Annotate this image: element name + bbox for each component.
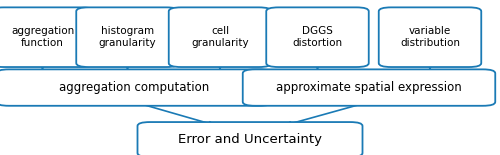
FancyBboxPatch shape [0, 69, 272, 106]
FancyBboxPatch shape [138, 122, 362, 155]
FancyBboxPatch shape [242, 69, 495, 106]
Text: Error and Uncertainty: Error and Uncertainty [178, 133, 322, 146]
Text: approximate spatial expression: approximate spatial expression [276, 81, 462, 94]
Text: histogram
granularity: histogram granularity [98, 26, 156, 48]
FancyBboxPatch shape [266, 7, 369, 67]
Text: aggregation computation: aggregation computation [59, 81, 209, 94]
Text: aggregation
function: aggregation function [11, 26, 74, 48]
Text: DGGS
distortion: DGGS distortion [292, 26, 343, 48]
FancyBboxPatch shape [0, 7, 94, 67]
FancyBboxPatch shape [379, 7, 481, 67]
FancyBboxPatch shape [168, 7, 271, 67]
FancyBboxPatch shape [76, 7, 179, 67]
Text: variable
distribution: variable distribution [400, 26, 460, 48]
Text: cell
granularity: cell granularity [191, 26, 249, 48]
